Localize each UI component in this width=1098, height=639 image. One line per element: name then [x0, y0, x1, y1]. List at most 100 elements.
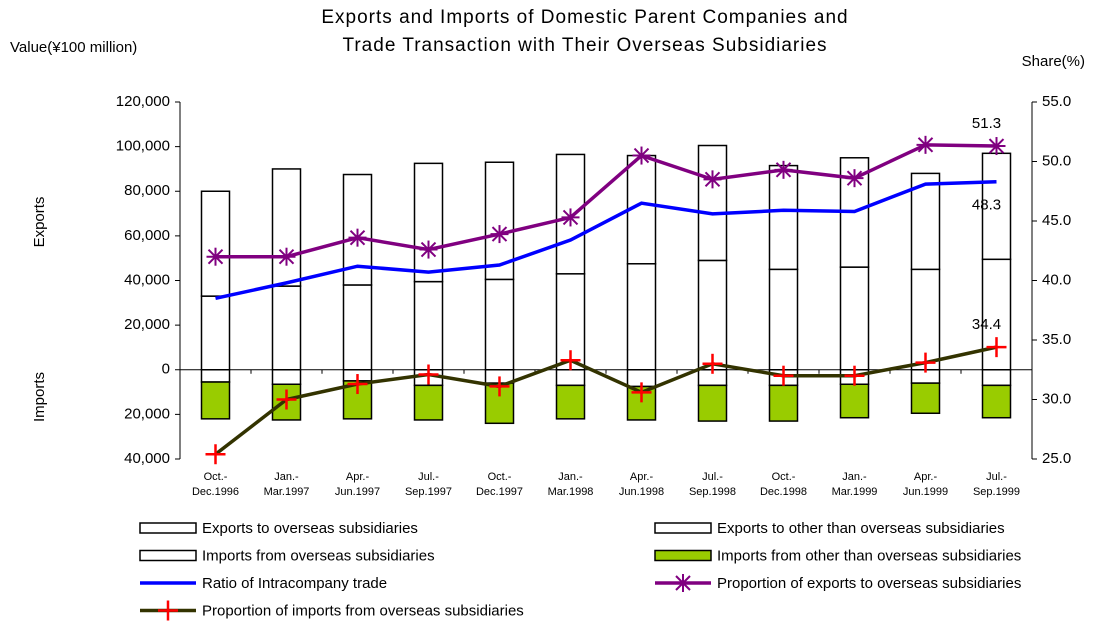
marker	[773, 365, 794, 386]
x-tick-label: Jan.-	[558, 471, 583, 483]
bar	[200, 190, 231, 297]
bar	[910, 382, 941, 415]
y-tick-label: 40,000	[124, 450, 170, 467]
x-tick-label: Dec.1996	[192, 486, 239, 498]
bar	[413, 162, 444, 283]
marker	[277, 247, 296, 266]
bar	[697, 384, 728, 422]
marker	[418, 364, 439, 385]
marker-stroke	[349, 229, 366, 246]
marker-stroke	[988, 138, 1005, 154]
marker	[348, 228, 367, 247]
marker	[845, 169, 864, 188]
legend-label: Exports to overseas subsidiaries	[202, 520, 418, 537]
x-tick-label: Jun.1997	[335, 486, 380, 498]
legend-label: Imports from other than overseas subsidi…	[717, 547, 1021, 564]
marker	[916, 135, 935, 154]
marker	[631, 382, 652, 403]
bar	[413, 280, 444, 371]
bar	[768, 164, 799, 271]
x-tick-label: Jun.1999	[903, 486, 948, 498]
x-tick-label: Jun.1998	[619, 486, 664, 498]
bar	[981, 384, 1012, 419]
x-tick-label: Jul.-	[986, 471, 1007, 483]
y2-tick-label: 25.0	[1042, 450, 1071, 467]
legend-label: Ratio of Intracompany trade	[202, 575, 387, 592]
y2-tick-label: 45.0	[1042, 212, 1071, 229]
marker-stroke	[420, 241, 437, 258]
data-label: 51.3	[972, 115, 1001, 132]
marker	[419, 240, 438, 259]
bar	[555, 384, 586, 420]
x-tick-label: Apr.-	[630, 471, 654, 483]
bar	[271, 369, 302, 386]
y-tick-label: 100,000	[116, 138, 170, 155]
marker	[632, 146, 651, 165]
bar	[839, 266, 870, 371]
x-tick-label: Dec.1998	[760, 486, 807, 498]
legend-label: Imports from overseas subsidiaries	[202, 547, 435, 564]
marker	[702, 353, 723, 374]
y-tick-label: 60,000	[124, 227, 170, 244]
marker	[205, 444, 226, 465]
bar	[555, 369, 586, 387]
bar	[981, 369, 1012, 387]
y2-tick-label: 55.0	[1042, 93, 1071, 110]
line	[215, 143, 997, 259]
legend-swatch	[139, 549, 197, 562]
marker	[674, 574, 692, 592]
y2-tick-label: 40.0	[1042, 271, 1071, 288]
marker-stroke	[675, 575, 691, 591]
x-tick-label: Jan.-	[842, 471, 867, 483]
marker-stroke	[278, 248, 295, 265]
bar	[981, 258, 1012, 371]
marker-stroke	[775, 162, 792, 178]
chart-title: Trade Transaction with Their Overseas Su…	[342, 35, 827, 56]
bar	[413, 384, 444, 421]
y-tick-label: 20,000	[124, 405, 170, 422]
x-tick-label: Sep.1998	[689, 486, 736, 498]
y2-tick-label: 50.0	[1042, 152, 1071, 169]
y-tick-label: 0	[162, 361, 170, 378]
data-label: 48.3	[972, 197, 1001, 214]
y-tick-label: 120,000	[116, 93, 170, 110]
marker	[774, 160, 793, 179]
y-axis-lower-title: Imports	[31, 372, 48, 422]
x-tick-label: Apr.-	[346, 471, 370, 483]
marker	[206, 247, 225, 266]
marker	[276, 389, 297, 410]
x-tick-label: Sep.1997	[405, 486, 452, 498]
y-tick-label: 20,000	[124, 316, 170, 333]
marker	[844, 365, 865, 386]
marker	[560, 350, 581, 371]
bar	[200, 369, 231, 383]
x-tick-label: Oct.-	[204, 471, 228, 483]
bar	[768, 384, 799, 422]
bar	[484, 278, 515, 371]
marker-stroke	[491, 226, 508, 242]
marker	[915, 352, 936, 373]
y2-tick-label: 30.0	[1042, 390, 1071, 407]
legend-swatch	[139, 522, 197, 534]
data-label: 34.4	[972, 316, 1001, 333]
marker	[987, 137, 1006, 156]
y-tick-label: 40,000	[124, 271, 170, 288]
bar	[697, 259, 728, 371]
y-axis-title: Value(¥100 million)	[10, 39, 137, 56]
marker	[490, 225, 509, 244]
bar	[981, 152, 1012, 261]
legend-label: Exports to other than overseas subsidiar…	[717, 520, 1005, 537]
legend-swatch	[654, 522, 712, 534]
marker	[489, 376, 510, 397]
line	[215, 179, 997, 301]
bar	[697, 144, 728, 262]
x-tick-label: Dec.1997	[476, 486, 523, 498]
marker-stroke	[633, 147, 650, 164]
marker	[347, 374, 368, 395]
y-axis-upper-title: Exports	[31, 197, 48, 248]
marker	[703, 170, 722, 189]
marker	[158, 600, 178, 621]
marker-stroke	[846, 170, 863, 186]
